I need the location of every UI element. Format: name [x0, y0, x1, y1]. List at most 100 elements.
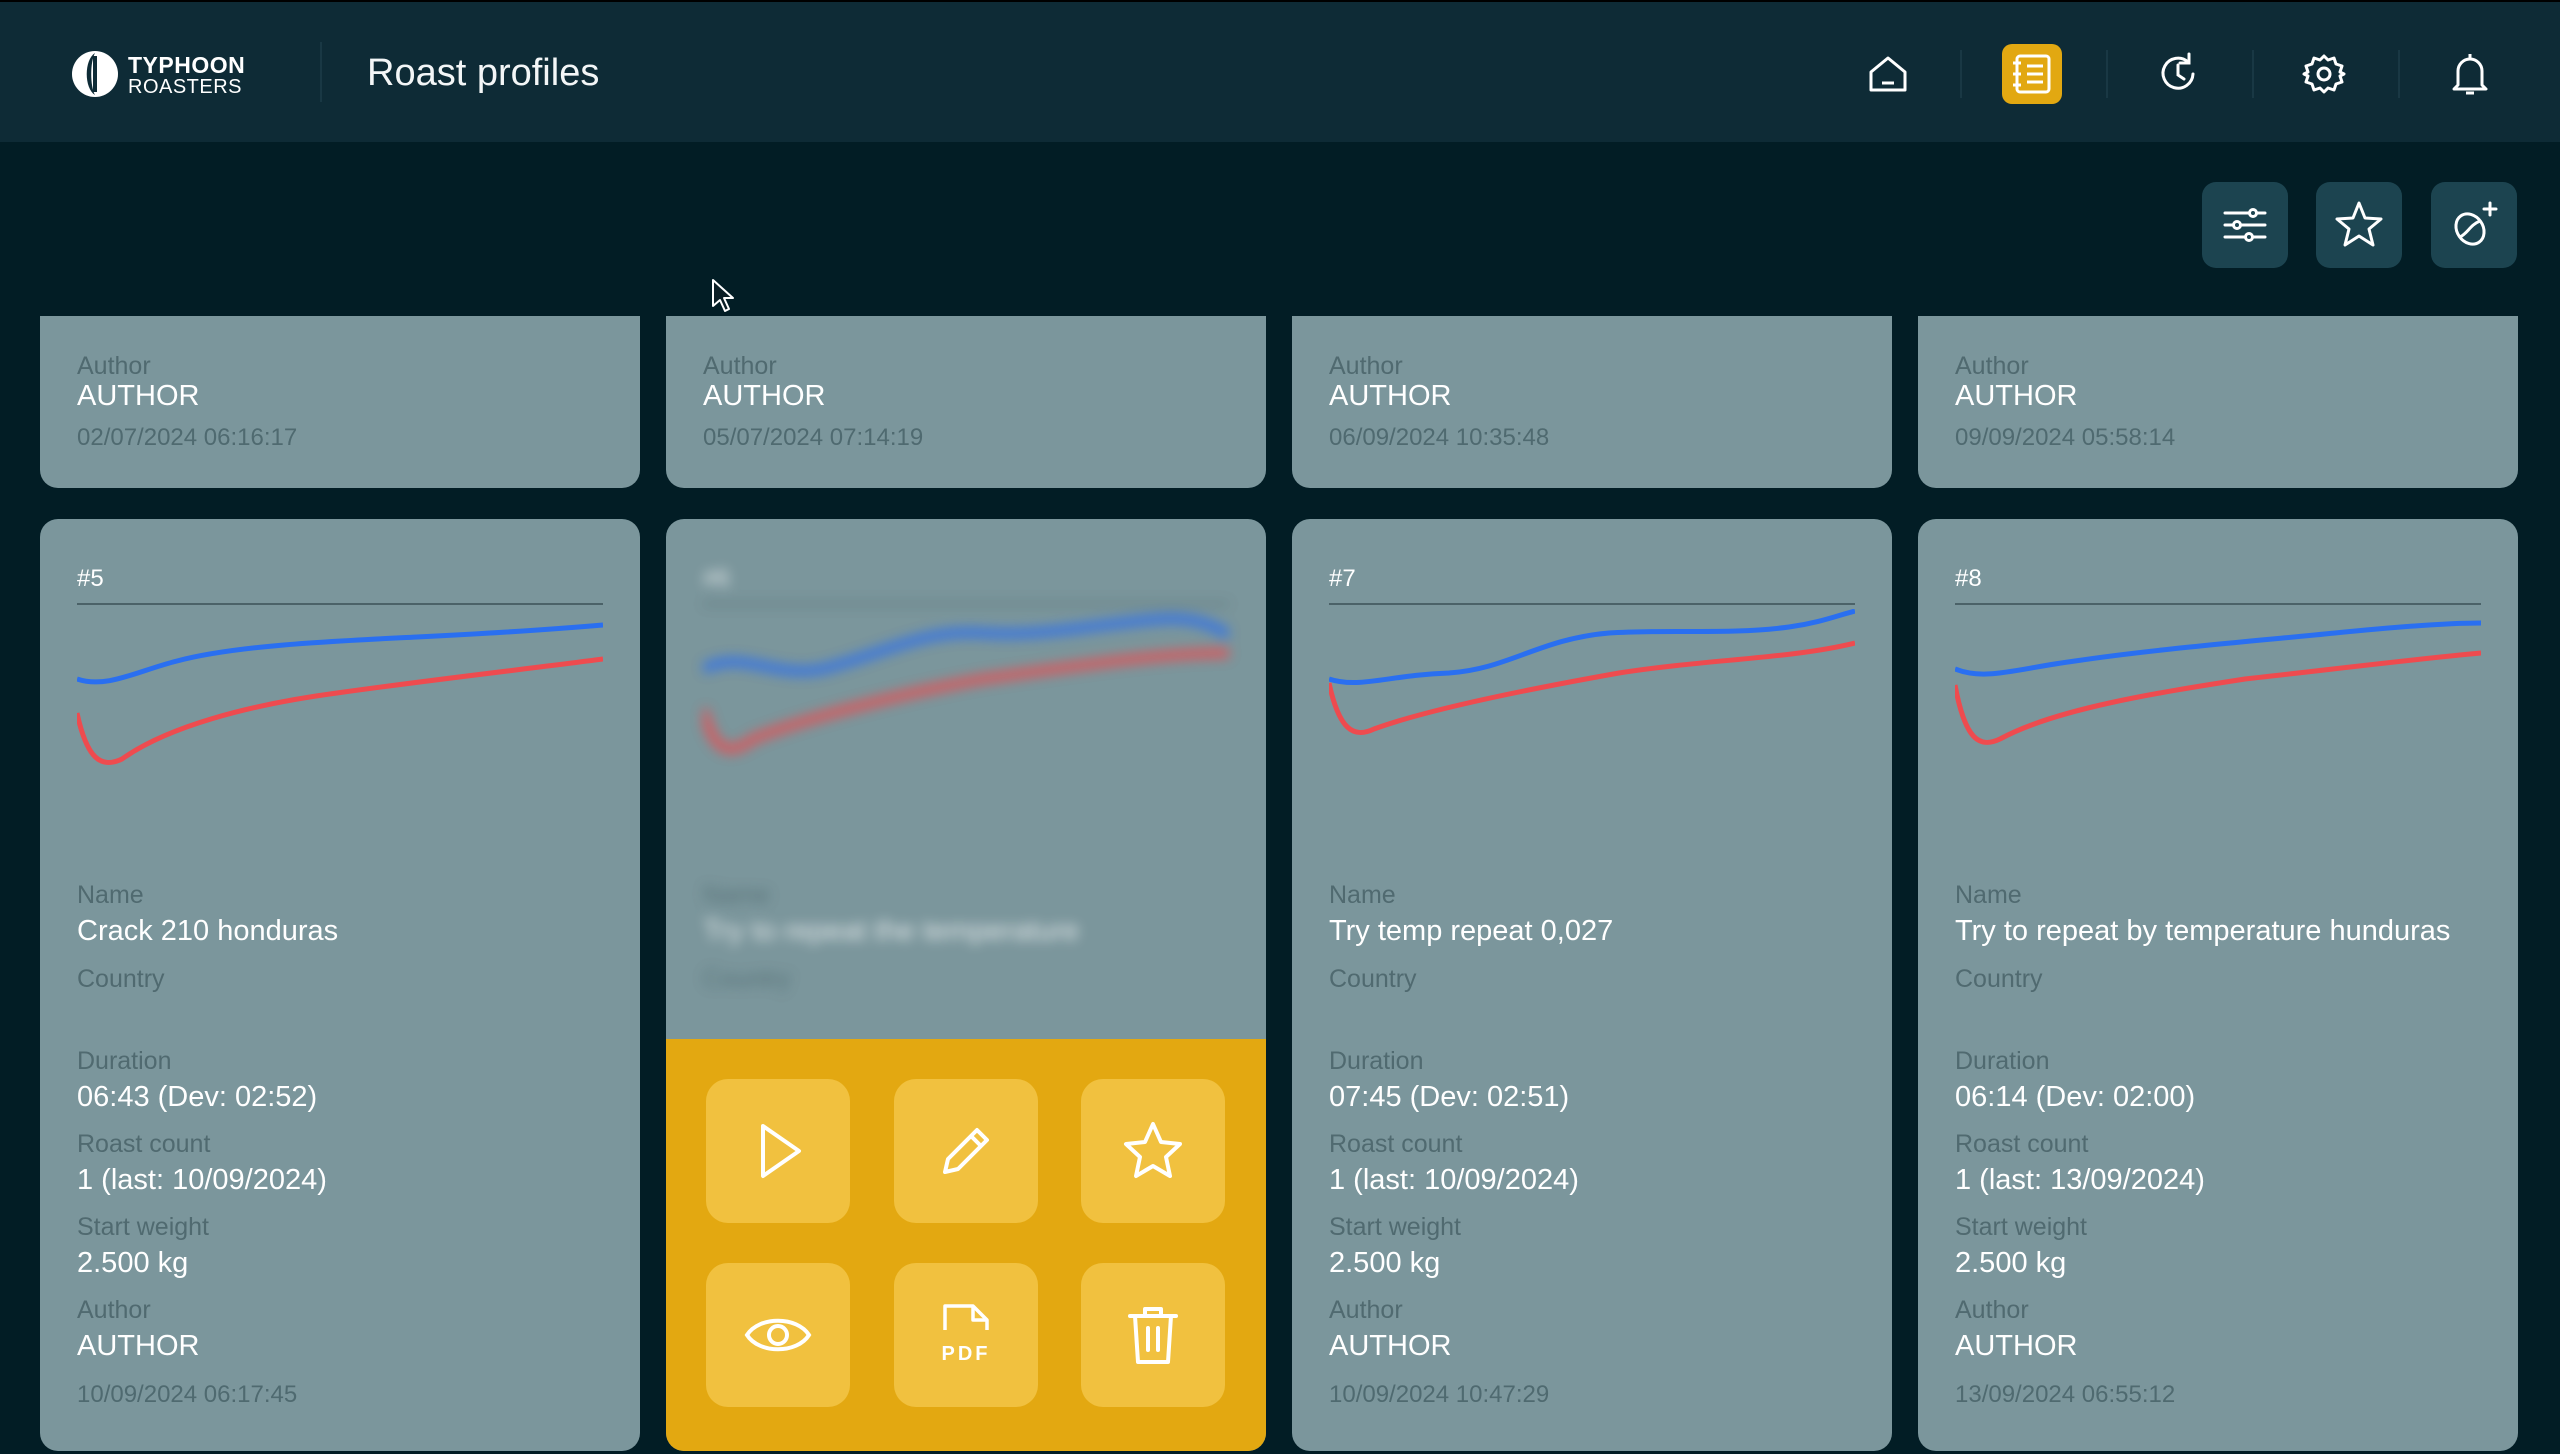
typhoon-logo-icon: [72, 51, 118, 97]
eye-icon: [744, 1318, 812, 1352]
bell-icon: [2452, 54, 2488, 95]
roast-curve-thumbnail: [1329, 609, 1855, 735]
home-icon: [1869, 56, 1907, 92]
favorite-profile-button[interactable]: [1081, 1079, 1225, 1223]
bean-temp-curve: [1955, 620, 2481, 677]
pdf-label: PDF: [942, 1343, 991, 1365]
view-profile-button[interactable]: [706, 1263, 850, 1407]
country-label: Country: [1955, 965, 2043, 993]
country-label: Country: [703, 965, 791, 993]
name-label: Name: [1329, 881, 1396, 909]
bean-temp-curve: [703, 613, 1229, 677]
profile-card[interactable]: Author AUTHOR 09/09/2024 05:58:14: [1918, 316, 2518, 488]
created-date: 05/07/2024 07:14:19: [703, 424, 924, 451]
author-label: Author: [1955, 352, 2029, 380]
recipe-book-icon: [2013, 54, 2051, 94]
duration-value: 06:43 (Dev: 02:52): [77, 1081, 318, 1113]
delete-profile-button[interactable]: [1081, 1263, 1225, 1407]
start-weight-value: 2.500 kg: [77, 1247, 189, 1279]
star-icon: [1124, 1122, 1182, 1178]
roast-count-label: Roast count: [77, 1130, 211, 1158]
roast-count-label: Roast count: [1329, 1130, 1463, 1158]
created-date: 06/09/2024 10:35:48: [1329, 424, 1550, 451]
profile-number: #6: [703, 565, 730, 592]
profile-number: #8: [1955, 565, 1982, 592]
filter-icon: [2223, 208, 2267, 242]
bean-temp-curve: [77, 622, 603, 685]
created-date: 13/09/2024 06:55:12: [1955, 1381, 2176, 1408]
profile-name: Try temp repeat 0,027: [1329, 915, 1614, 947]
profile-name: Try to repeat by temperature hunduras: [1955, 915, 2451, 947]
divider: [2252, 50, 2254, 98]
duration-value: 06:14 (Dev: 02:00): [1955, 1081, 2196, 1113]
profile-card-selected[interactable]: #6 Name Try to repeat the temperature Co…: [666, 519, 1266, 1451]
created-date: 10/09/2024 06:17:45: [77, 1381, 298, 1408]
country-label: Country: [77, 965, 165, 993]
created-date: 09/09/2024 05:58:14: [1955, 424, 2176, 451]
author-value: AUTHOR: [1329, 1330, 1452, 1362]
profiles-grid: Author AUTHOR 02/07/2024 06:16:17 Author…: [0, 316, 2560, 1454]
divider: [2398, 50, 2400, 98]
author-value: AUTHOR: [1955, 1330, 2078, 1362]
env-temp-curve: [703, 648, 1229, 754]
name-label: Name: [77, 881, 144, 909]
env-temp-curve: [1329, 640, 1855, 735]
roast-count-value: 1 (last: 13/09/2024): [1955, 1164, 2205, 1196]
roast-count-value: 1 (last: 10/09/2024): [1329, 1164, 1579, 1196]
add-profile-button[interactable]: [2431, 182, 2517, 268]
brand-line1: TYPHOON: [128, 52, 246, 78]
profile-card[interactable]: #5 Name Crack 210 honduras Country Durat…: [40, 519, 640, 1451]
profile-card[interactable]: #7 Name Try temp repeat 0,027 Country Du…: [1292, 519, 1892, 1451]
profile-card[interactable]: #8 Name Try to repeat by temperature hun…: [1918, 519, 2518, 1451]
country-label: Country: [1329, 965, 1417, 993]
profile-card[interactable]: Author AUTHOR 06/09/2024 10:35:48: [1292, 316, 1892, 488]
profile-card[interactable]: Author AUTHOR 05/07/2024 07:14:19: [666, 316, 1266, 488]
roast-curve-thumbnail: [703, 613, 1229, 754]
start-weight-value: 2.500 kg: [1955, 1247, 2067, 1279]
nav-home-button[interactable]: [1858, 44, 1918, 104]
duration-value: 07:45 (Dev: 02:51): [1329, 1081, 1570, 1113]
edit-profile-button[interactable]: [894, 1079, 1038, 1223]
profile-name: Crack 210 honduras: [77, 915, 339, 947]
pdf-icon: PDF: [942, 1304, 991, 1365]
start-weight-label: Start weight: [77, 1213, 210, 1241]
divider: [1960, 50, 1962, 98]
divider: [2106, 50, 2108, 98]
nav-notifications-button[interactable]: [2440, 44, 2500, 104]
author-value: AUTHOR: [1955, 380, 2078, 412]
duration-label: Duration: [77, 1047, 172, 1075]
pencil-icon: [943, 1128, 989, 1174]
start-weight-label: Start weight: [1329, 1213, 1462, 1241]
created-date: 02/07/2024 06:16:17: [77, 424, 298, 451]
profile-card[interactable]: Author AUTHOR 02/07/2024 06:16:17: [40, 316, 640, 488]
favorites-button[interactable]: [2316, 182, 2402, 268]
author-value: AUTHOR: [1329, 380, 1452, 412]
author-label: Author: [1329, 352, 1403, 380]
nav-history-button[interactable]: [2148, 44, 2208, 104]
play-icon: [761, 1124, 801, 1178]
env-temp-curve: [1955, 650, 2481, 745]
profile-number: #5: [77, 565, 104, 592]
trash-icon: [1128, 1307, 1178, 1364]
filter-button[interactable]: [2202, 182, 2288, 268]
author-value: AUTHOR: [77, 380, 200, 412]
export-pdf-button[interactable]: PDF: [894, 1263, 1038, 1407]
start-weight-value: 2.500 kg: [1329, 1247, 1441, 1279]
author-label: Author: [703, 352, 777, 380]
nav-profiles-button[interactable]: [2002, 44, 2062, 104]
roast-curve-thumbnail: [77, 622, 603, 765]
name-label: Name: [1955, 881, 2022, 909]
page-title: Roast profiles: [367, 52, 600, 94]
roast-curve-thumbnail: [1955, 620, 2481, 745]
author-label: Author: [77, 1296, 151, 1324]
bean-temp-curve: [1329, 609, 1855, 686]
roast-count-value: 1 (last: 10/09/2024): [77, 1164, 327, 1196]
mouse-cursor-icon: [712, 279, 734, 312]
created-date: 10/09/2024 10:47:29: [1329, 1381, 1550, 1408]
divider: [77, 603, 603, 605]
brand-logo[interactable]: TYPHOON ROASTERS: [70, 48, 250, 100]
duration-label: Duration: [1955, 1047, 2050, 1075]
nav-settings-button[interactable]: [2294, 44, 2354, 104]
brand-line2: ROASTERS: [128, 76, 243, 98]
start-roast-button[interactable]: [706, 1079, 850, 1223]
